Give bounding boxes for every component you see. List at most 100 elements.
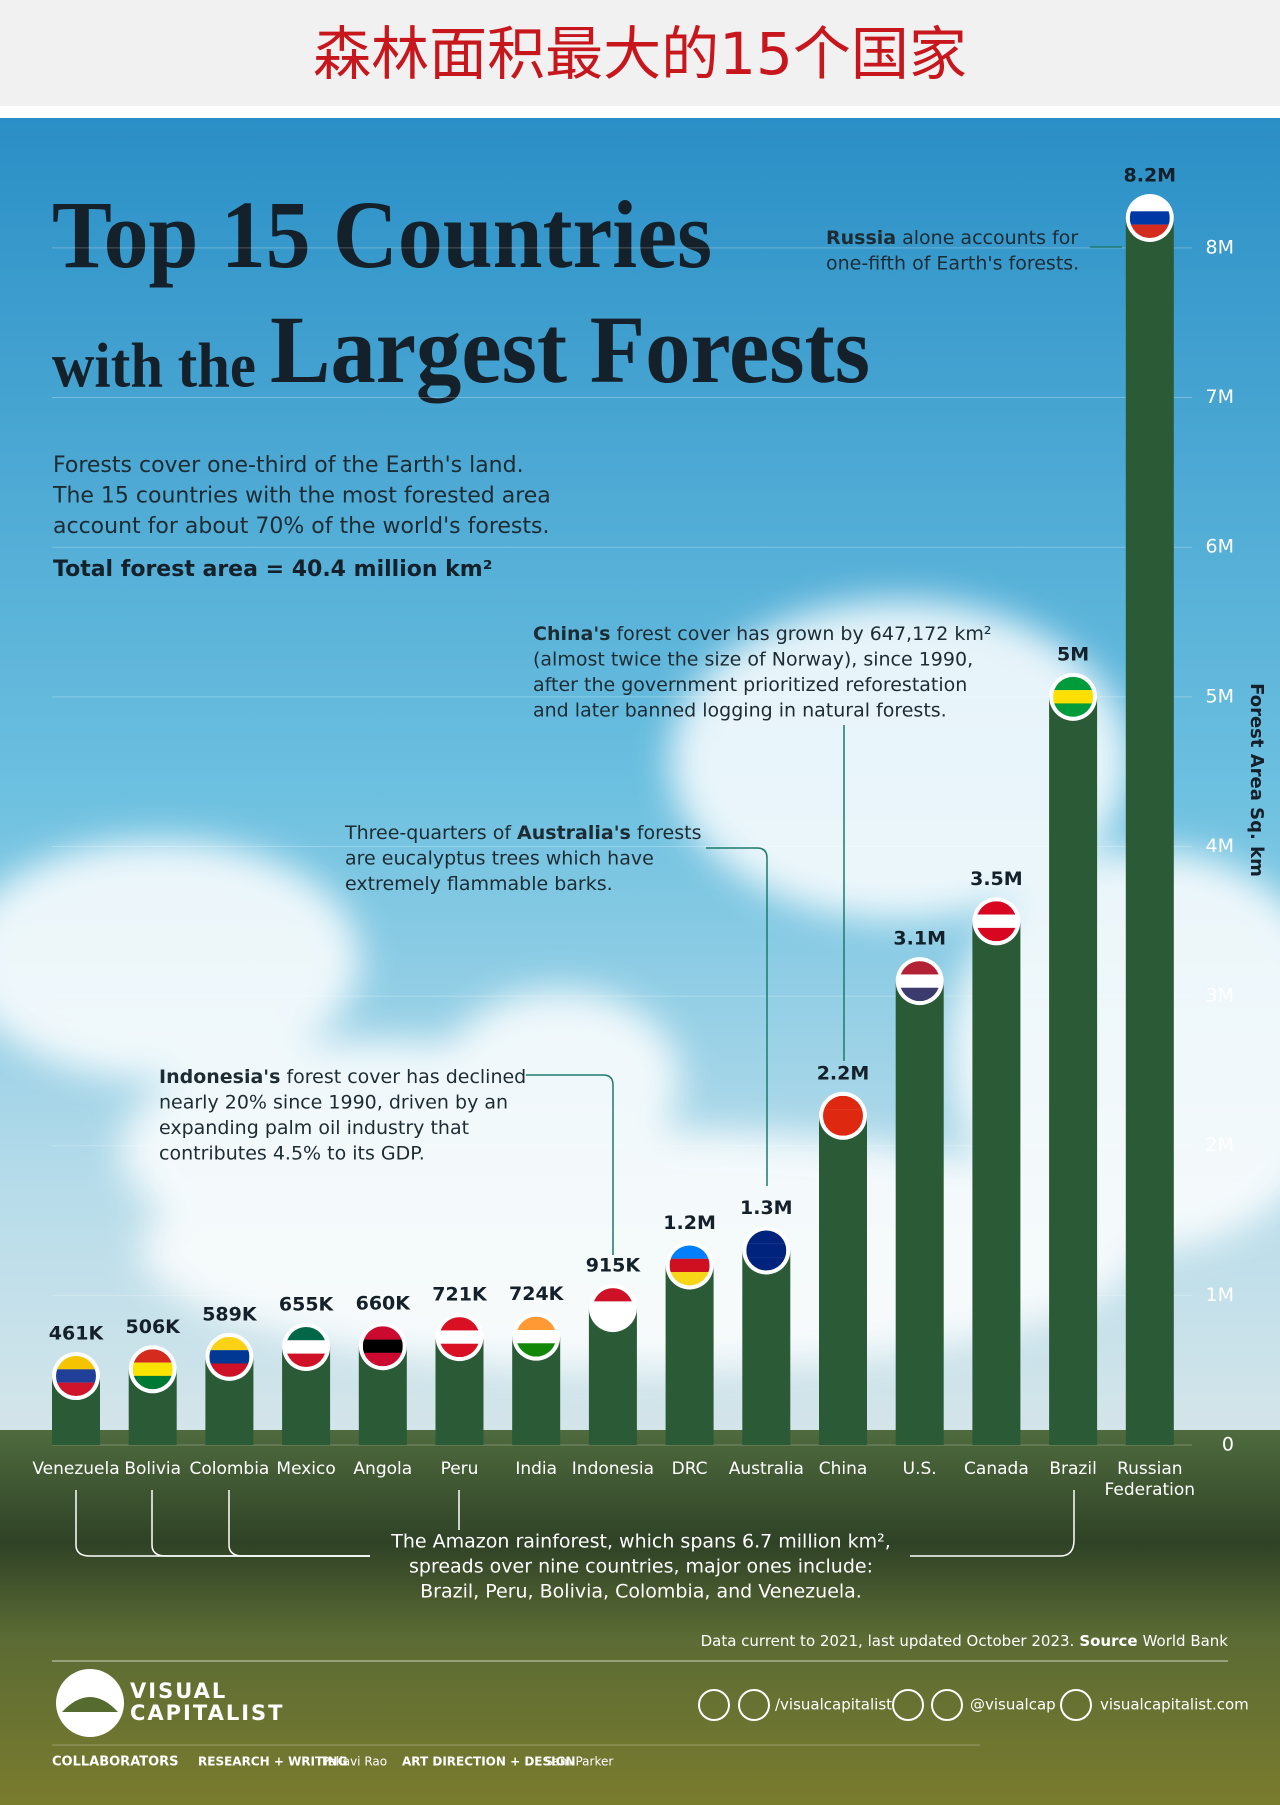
x-tick-label: China bbox=[819, 1459, 868, 1479]
x-tick-label: Australia bbox=[729, 1459, 804, 1479]
value-label: 2.2M bbox=[817, 1062, 870, 1084]
flag-stripe bbox=[363, 1326, 403, 1339]
x-tick-label: Indonesia bbox=[572, 1459, 654, 1479]
flag-stripe bbox=[56, 1369, 96, 1382]
y-tick-label: 1M bbox=[1206, 1284, 1234, 1306]
annotation-line: (almost twice the size of Norway), since… bbox=[533, 648, 973, 670]
annotation-line: forest cover has grown by 647,172 km² bbox=[616, 623, 991, 645]
value-label: 721K bbox=[432, 1284, 488, 1306]
connector bbox=[526, 1074, 614, 1255]
flag-stripe bbox=[823, 1096, 863, 1109]
bar bbox=[665, 1265, 714, 1445]
annotation-line: forests bbox=[637, 822, 702, 844]
flag bbox=[128, 1345, 177, 1394]
bar bbox=[1049, 696, 1098, 1445]
credit: RESEARCH + WRITING bbox=[198, 1755, 348, 1769]
flag-stripe bbox=[1130, 225, 1170, 238]
social-handle: @visualcap bbox=[970, 1696, 1056, 1714]
x-tick-label: Mexico bbox=[276, 1459, 335, 1479]
annotation-line: forest cover has declined bbox=[286, 1066, 526, 1088]
flag-stripe bbox=[440, 1330, 480, 1343]
annotation-line: alone accounts for bbox=[902, 227, 1078, 249]
flag-stripe bbox=[133, 1376, 173, 1389]
forest bbox=[0, 1430, 1280, 1805]
flag-stripe bbox=[56, 1383, 96, 1396]
x-tick-label: DRC bbox=[672, 1459, 708, 1479]
social-handle: /visualcapitalist bbox=[775, 1696, 892, 1714]
annotation: Three-quarters of Australia's forests are e… bbox=[344, 822, 702, 895]
annotation-line: nearly 20% since 1990, driven by an bbox=[159, 1091, 508, 1113]
value-label: 506K bbox=[126, 1316, 182, 1338]
y-tick-label: 3M bbox=[1206, 985, 1234, 1007]
source-text: Data current to 2021, last updated Octob… bbox=[701, 1632, 1075, 1650]
y-tick-label: 2M bbox=[1206, 1134, 1234, 1156]
value-label: 3.1M bbox=[893, 928, 946, 950]
intro-text: Forests cover one-third of the Earth's l… bbox=[53, 453, 524, 478]
y-axis-title: Forest Area Sq. km bbox=[1246, 683, 1267, 877]
x-tick-label: Venezuela bbox=[32, 1459, 119, 1479]
logo-icon bbox=[56, 1669, 124, 1737]
value-label: 660K bbox=[356, 1293, 412, 1315]
annotation: China's forest cover has grown by 647,172… bbox=[533, 623, 992, 722]
x-tick-label: Angola bbox=[353, 1459, 412, 1479]
annotation-line: and later banned logging in natural fore… bbox=[533, 699, 947, 721]
flag-stripe bbox=[440, 1317, 480, 1330]
connector bbox=[706, 847, 768, 1186]
annotation-bold: Australia's bbox=[517, 822, 631, 844]
x-tick-label: Peru bbox=[441, 1459, 479, 1479]
flag-stripe bbox=[976, 901, 1016, 914]
flag-stripe bbox=[133, 1349, 173, 1362]
annotation-lead: China's bbox=[533, 623, 610, 645]
flag-stripe bbox=[363, 1353, 403, 1366]
annotation: Indonesia's forest cover has declined near… bbox=[159, 1066, 526, 1165]
value-label: 8.2M bbox=[1124, 165, 1177, 187]
bar bbox=[972, 921, 1021, 1445]
title-line: Largest Forests bbox=[270, 296, 870, 403]
flag-stripe bbox=[823, 1122, 863, 1135]
flag-stripe bbox=[823, 1109, 863, 1122]
flag-stripe bbox=[670, 1272, 710, 1285]
annotation-line: contributes 4.5% to its GDP. bbox=[159, 1142, 425, 1164]
value-label: 589K bbox=[202, 1303, 258, 1325]
annotation-line: extremely flammable barks. bbox=[345, 873, 613, 895]
flag-stripe bbox=[133, 1363, 173, 1376]
flag-stripe bbox=[1053, 690, 1093, 703]
annotation-line: are eucalyptus trees which have bbox=[345, 847, 654, 869]
flag-stripe bbox=[209, 1350, 249, 1363]
annotation-line: after the government prioritized refores… bbox=[533, 674, 967, 696]
source-name: World Bank bbox=[1143, 1632, 1229, 1650]
intro-text: The 15 countries with the most forested … bbox=[52, 484, 551, 509]
flag bbox=[358, 1322, 407, 1371]
flag-stripe bbox=[516, 1317, 556, 1330]
flag-stripe bbox=[1053, 703, 1093, 716]
flag-stripe bbox=[56, 1356, 96, 1369]
x-tick-label-line: Russian bbox=[1117, 1459, 1182, 1479]
total-text: Total forest area = 40.4 million km² bbox=[53, 557, 492, 582]
flag bbox=[742, 1226, 791, 1275]
y-tick-label: 5M bbox=[1206, 685, 1234, 707]
annotation-lead: Three-quarters of bbox=[344, 822, 512, 844]
flag bbox=[588, 1284, 637, 1333]
bar bbox=[742, 1250, 791, 1445]
value-label: 461K bbox=[49, 1323, 105, 1345]
x-tick-label: Canada bbox=[964, 1459, 1029, 1479]
value-label: 5M bbox=[1057, 643, 1089, 665]
x-tick-label: Brazil bbox=[1049, 1459, 1096, 1479]
flag-stripe bbox=[286, 1327, 326, 1340]
flag-stripe bbox=[209, 1337, 249, 1350]
x-tick-label-line: Federation bbox=[1105, 1480, 1196, 1500]
y-tick-label: 4M bbox=[1206, 835, 1234, 857]
credit: Pallavi Rao bbox=[322, 1755, 387, 1769]
flag bbox=[1125, 194, 1174, 242]
flag bbox=[282, 1322, 331, 1371]
annotation-line: one-fifth of Earth's forests. bbox=[826, 252, 1079, 274]
flag-stripe bbox=[593, 1301, 633, 1314]
flag-stripe bbox=[209, 1363, 249, 1376]
annotation-line: expanding palm oil industry that bbox=[159, 1117, 469, 1139]
x-tick-label: Bolivia bbox=[124, 1459, 181, 1479]
bar bbox=[1125, 218, 1174, 1445]
bar bbox=[895, 981, 944, 1445]
annotation: The Amazon rainforest, which spans 6.7 m… bbox=[390, 1531, 891, 1553]
flag bbox=[665, 1241, 714, 1290]
value-label: 724K bbox=[509, 1283, 565, 1305]
